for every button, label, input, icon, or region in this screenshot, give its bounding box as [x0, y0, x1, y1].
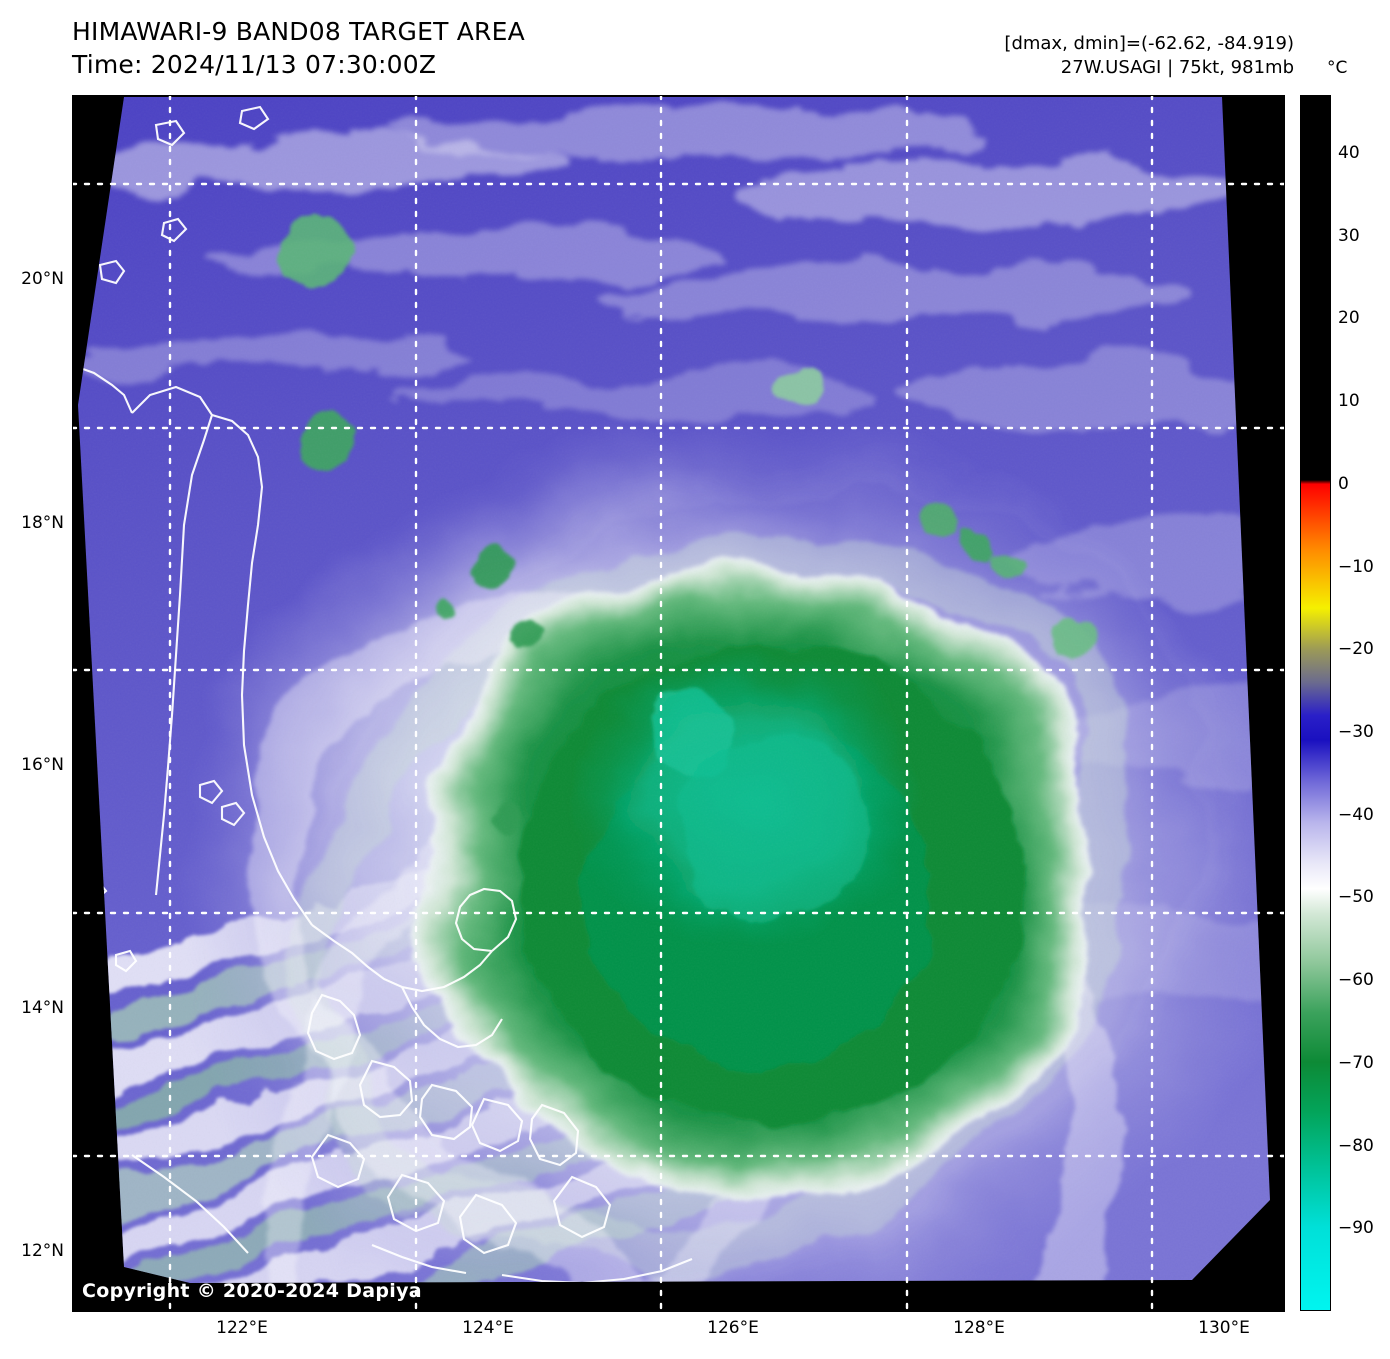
colorbar-tick-label: −90	[1338, 1218, 1374, 1239]
x-tick-label: 124°E	[462, 1318, 514, 1338]
product-title: HIMAWARI-9 BAND08 TARGET AREA	[72, 17, 525, 46]
storm-info-label: 27W.USAGI | 75kt, 981mb	[1060, 57, 1294, 79]
swath-content	[78, 97, 1270, 1283]
temperature-colorbar[interactable]	[1300, 95, 1331, 1311]
colorbar-tick-label: −50	[1338, 887, 1374, 908]
x-tick-label: 122°E	[216, 1318, 268, 1338]
colorbar-tick-label: −70	[1338, 1052, 1374, 1073]
x-tick-label: 128°E	[953, 1318, 1005, 1338]
page-title: HIMAWARI-9 BAND08 TARGET AREA Time: 2024…	[72, 16, 525, 81]
colorbar-tick-label: −20	[1338, 639, 1374, 660]
colorbar-tick-label: −60	[1338, 970, 1374, 991]
satellite-image-plot[interactable]	[72, 95, 1285, 1312]
y-tick-label: 12°N	[21, 1241, 64, 1261]
colorbar-gradient	[1301, 96, 1330, 1310]
graticule	[72, 95, 1285, 1312]
data-range-label: [dmax, dmin]=(-62.62, -84.919)	[1004, 33, 1294, 54]
colorbar-tick-label: 10	[1338, 391, 1360, 412]
colorbar-tick-label: 0	[1338, 473, 1349, 494]
colorbar-tick-label: −30	[1338, 721, 1374, 742]
y-tick-label: 16°N	[21, 755, 64, 775]
colorbar-tick-label: 40	[1338, 142, 1360, 163]
x-tick-label: 130°E	[1198, 1318, 1250, 1338]
sensor-noise	[78, 97, 1270, 1283]
colorbar-tick-label: 30	[1338, 225, 1360, 246]
y-tick-label: 18°N	[21, 513, 64, 533]
colorbar-tick-label: −40	[1338, 804, 1374, 825]
copyright-notice: Copyright © 2020-2024 Dapiya	[82, 1280, 422, 1302]
infrared-brightness-temperature-raster	[72, 95, 1285, 1312]
colorbar-tick-label: 20	[1338, 308, 1360, 329]
colorbar-tick-label: −10	[1338, 556, 1374, 577]
colorbar-tick-label: −80	[1338, 1135, 1374, 1156]
observation-time: Time: 2024/11/13 07:30:00Z	[72, 49, 437, 79]
colorbar-unit-label: °C	[1327, 58, 1348, 78]
y-tick-label: 14°N	[21, 998, 64, 1018]
x-tick-label: 126°E	[707, 1318, 759, 1338]
y-tick-label: 20°N	[21, 269, 64, 289]
metadata-block: [dmax, dmin]=(-62.62, -84.919) 27W.USAGI…	[1004, 32, 1294, 81]
